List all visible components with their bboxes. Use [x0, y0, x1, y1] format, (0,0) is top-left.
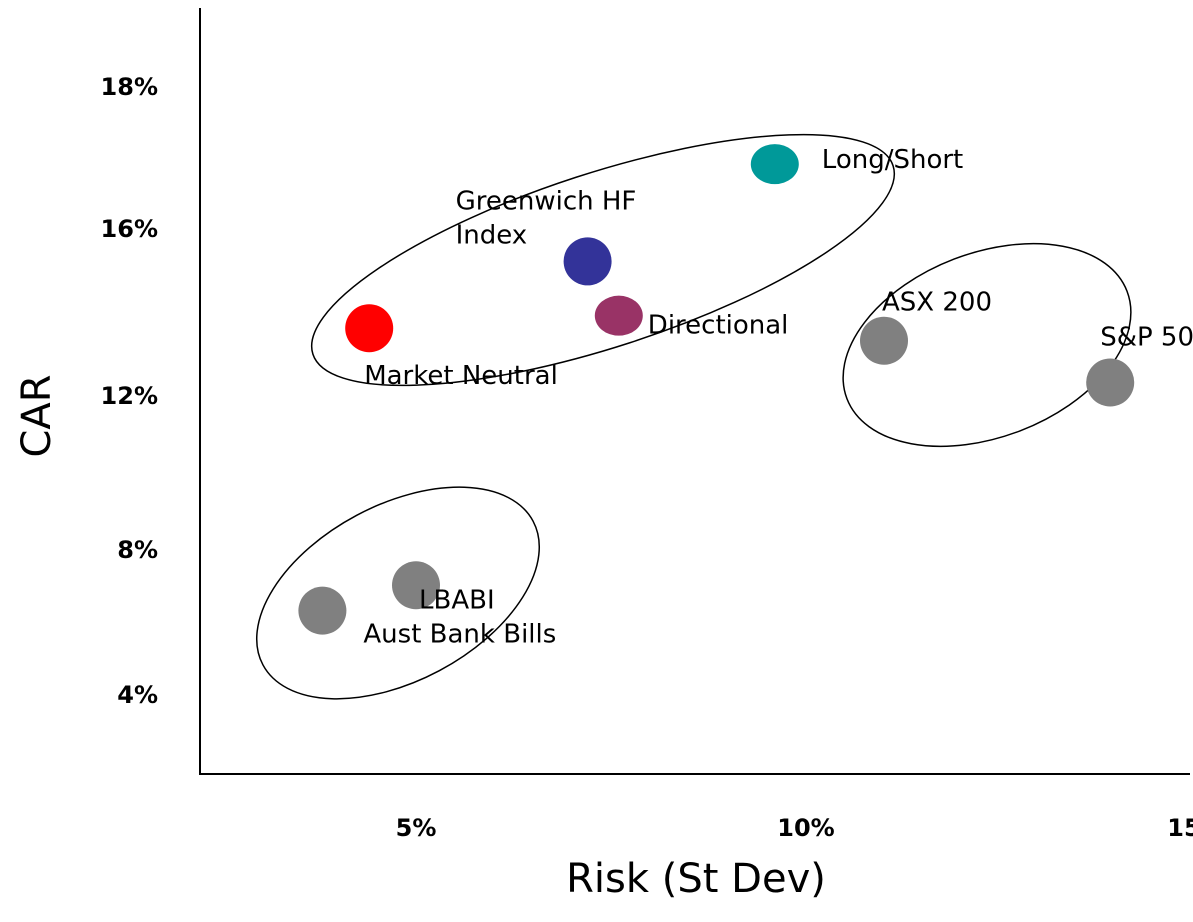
data-point-directional [594, 295, 643, 336]
x-tick-label: 15% [1167, 814, 1193, 842]
data-label-s-p-500: S&P 500 [1100, 322, 1193, 352]
data-label-greenwich-hf-index: Greenwich HF Index [456, 186, 637, 250]
y-axis-ticks: 4% 8% 12% 16% 18% [101, 73, 158, 709]
data-label-asx-200: ASX 200 [882, 288, 992, 318]
data-point-asx-200 [860, 316, 908, 365]
x-axis-title: Risk (St Dev) [566, 856, 826, 902]
y-tick-label: 18% [101, 73, 158, 101]
hedge-fund-cluster-ellipse [310, 133, 896, 387]
data-point-long-short [750, 144, 799, 185]
data-label-directional: Directional [648, 311, 789, 341]
data-point-lbabi [392, 561, 440, 610]
data-points [298, 144, 1135, 635]
x-tick-label: 10% [777, 814, 834, 842]
data-point-market-neutral [345, 304, 394, 353]
data-label-aust-bank-bills: Aust Bank Bills [363, 620, 556, 650]
data-label-lbabi: LBABI [419, 585, 495, 615]
data-label-market-neutral: Market Neutral [364, 361, 558, 391]
y-tick-label: 4% [117, 681, 158, 709]
data-point-aust-bank-bills [298, 586, 347, 635]
data-point-greenwich-hf-index [563, 237, 612, 286]
y-tick-label: 8% [117, 536, 158, 564]
point-labels: Long/Short Greenwich HF Index Directional Ma… [363, 145, 1193, 650]
x-axis-ticks: 5% 10% 15% [396, 814, 1193, 842]
data-point-s-p-500 [1086, 358, 1135, 407]
fixed-income-cluster-ellipse [255, 486, 541, 700]
y-tick-label: 12% [101, 382, 158, 410]
equity-index-cluster-ellipse [842, 242, 1132, 448]
y-tick-label: 16% [101, 215, 158, 243]
y-axis-title: CAR [14, 374, 60, 457]
x-tick-label: 5% [396, 814, 437, 842]
data-label-long-short: Long/Short [822, 145, 963, 175]
